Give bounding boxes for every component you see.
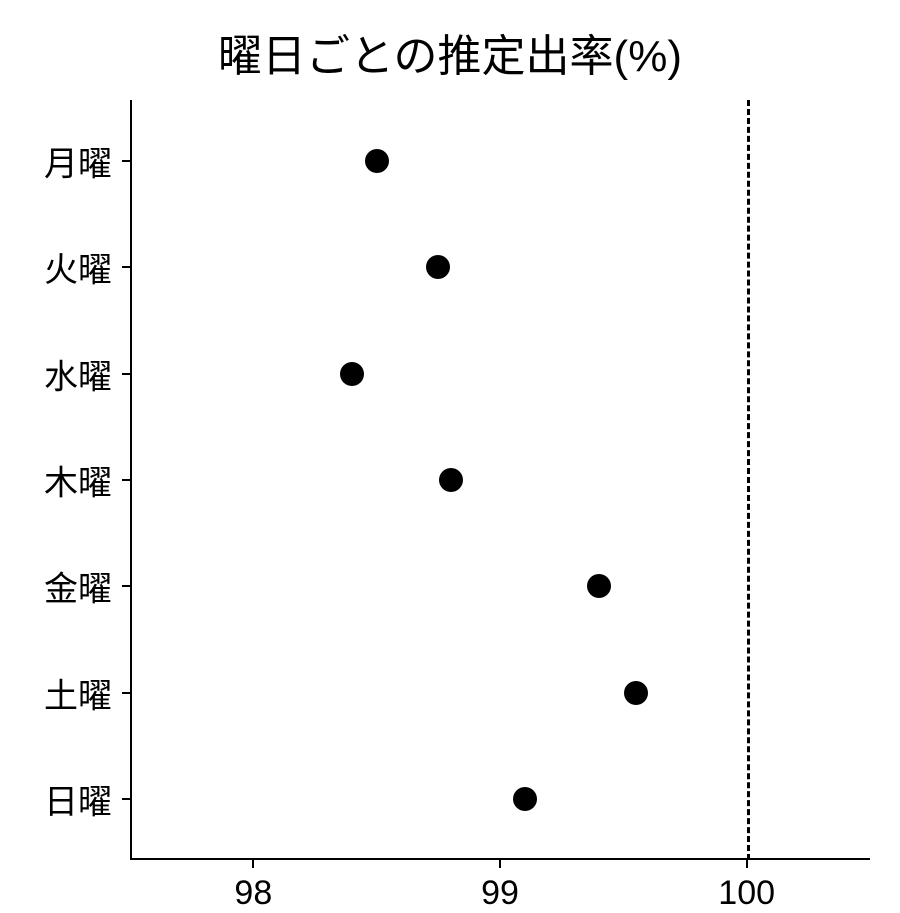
y-tick-label: 水曜	[44, 349, 112, 398]
data-point	[439, 468, 463, 492]
y-tick-label: 日曜	[44, 775, 112, 824]
data-point	[426, 255, 450, 279]
x-tick-label: 99	[481, 874, 519, 913]
y-tick-label: 火曜	[44, 243, 112, 292]
y-tick-mark	[122, 160, 130, 162]
data-point	[365, 149, 389, 173]
x-tick-mark	[499, 860, 501, 868]
y-axis-line	[130, 100, 132, 860]
y-tick-mark	[122, 479, 130, 481]
data-point	[340, 362, 364, 386]
x-tick-mark	[252, 860, 254, 868]
plot-area: 月曜火曜水曜木曜金曜土曜日曜9899100	[130, 100, 870, 860]
chart-container: 曜日ごとの推定出率(%) 月曜火曜水曜木曜金曜土曜日曜9899100	[0, 0, 900, 900]
y-tick-mark	[122, 585, 130, 587]
reference-line	[747, 100, 750, 860]
y-tick-mark	[122, 798, 130, 800]
y-tick-mark	[122, 266, 130, 268]
y-tick-mark	[122, 692, 130, 694]
y-tick-label: 土曜	[44, 668, 112, 717]
data-point	[513, 787, 537, 811]
data-point	[624, 681, 648, 705]
x-tick-label: 100	[718, 874, 775, 913]
data-point	[587, 574, 611, 598]
y-tick-mark	[122, 373, 130, 375]
y-tick-label: 木曜	[44, 456, 112, 505]
y-tick-label: 金曜	[44, 562, 112, 611]
x-tick-mark	[746, 860, 748, 868]
y-tick-label: 月曜	[44, 136, 112, 185]
chart-title: 曜日ごとの推定出率(%)	[0, 20, 900, 84]
x-tick-label: 98	[234, 874, 272, 913]
